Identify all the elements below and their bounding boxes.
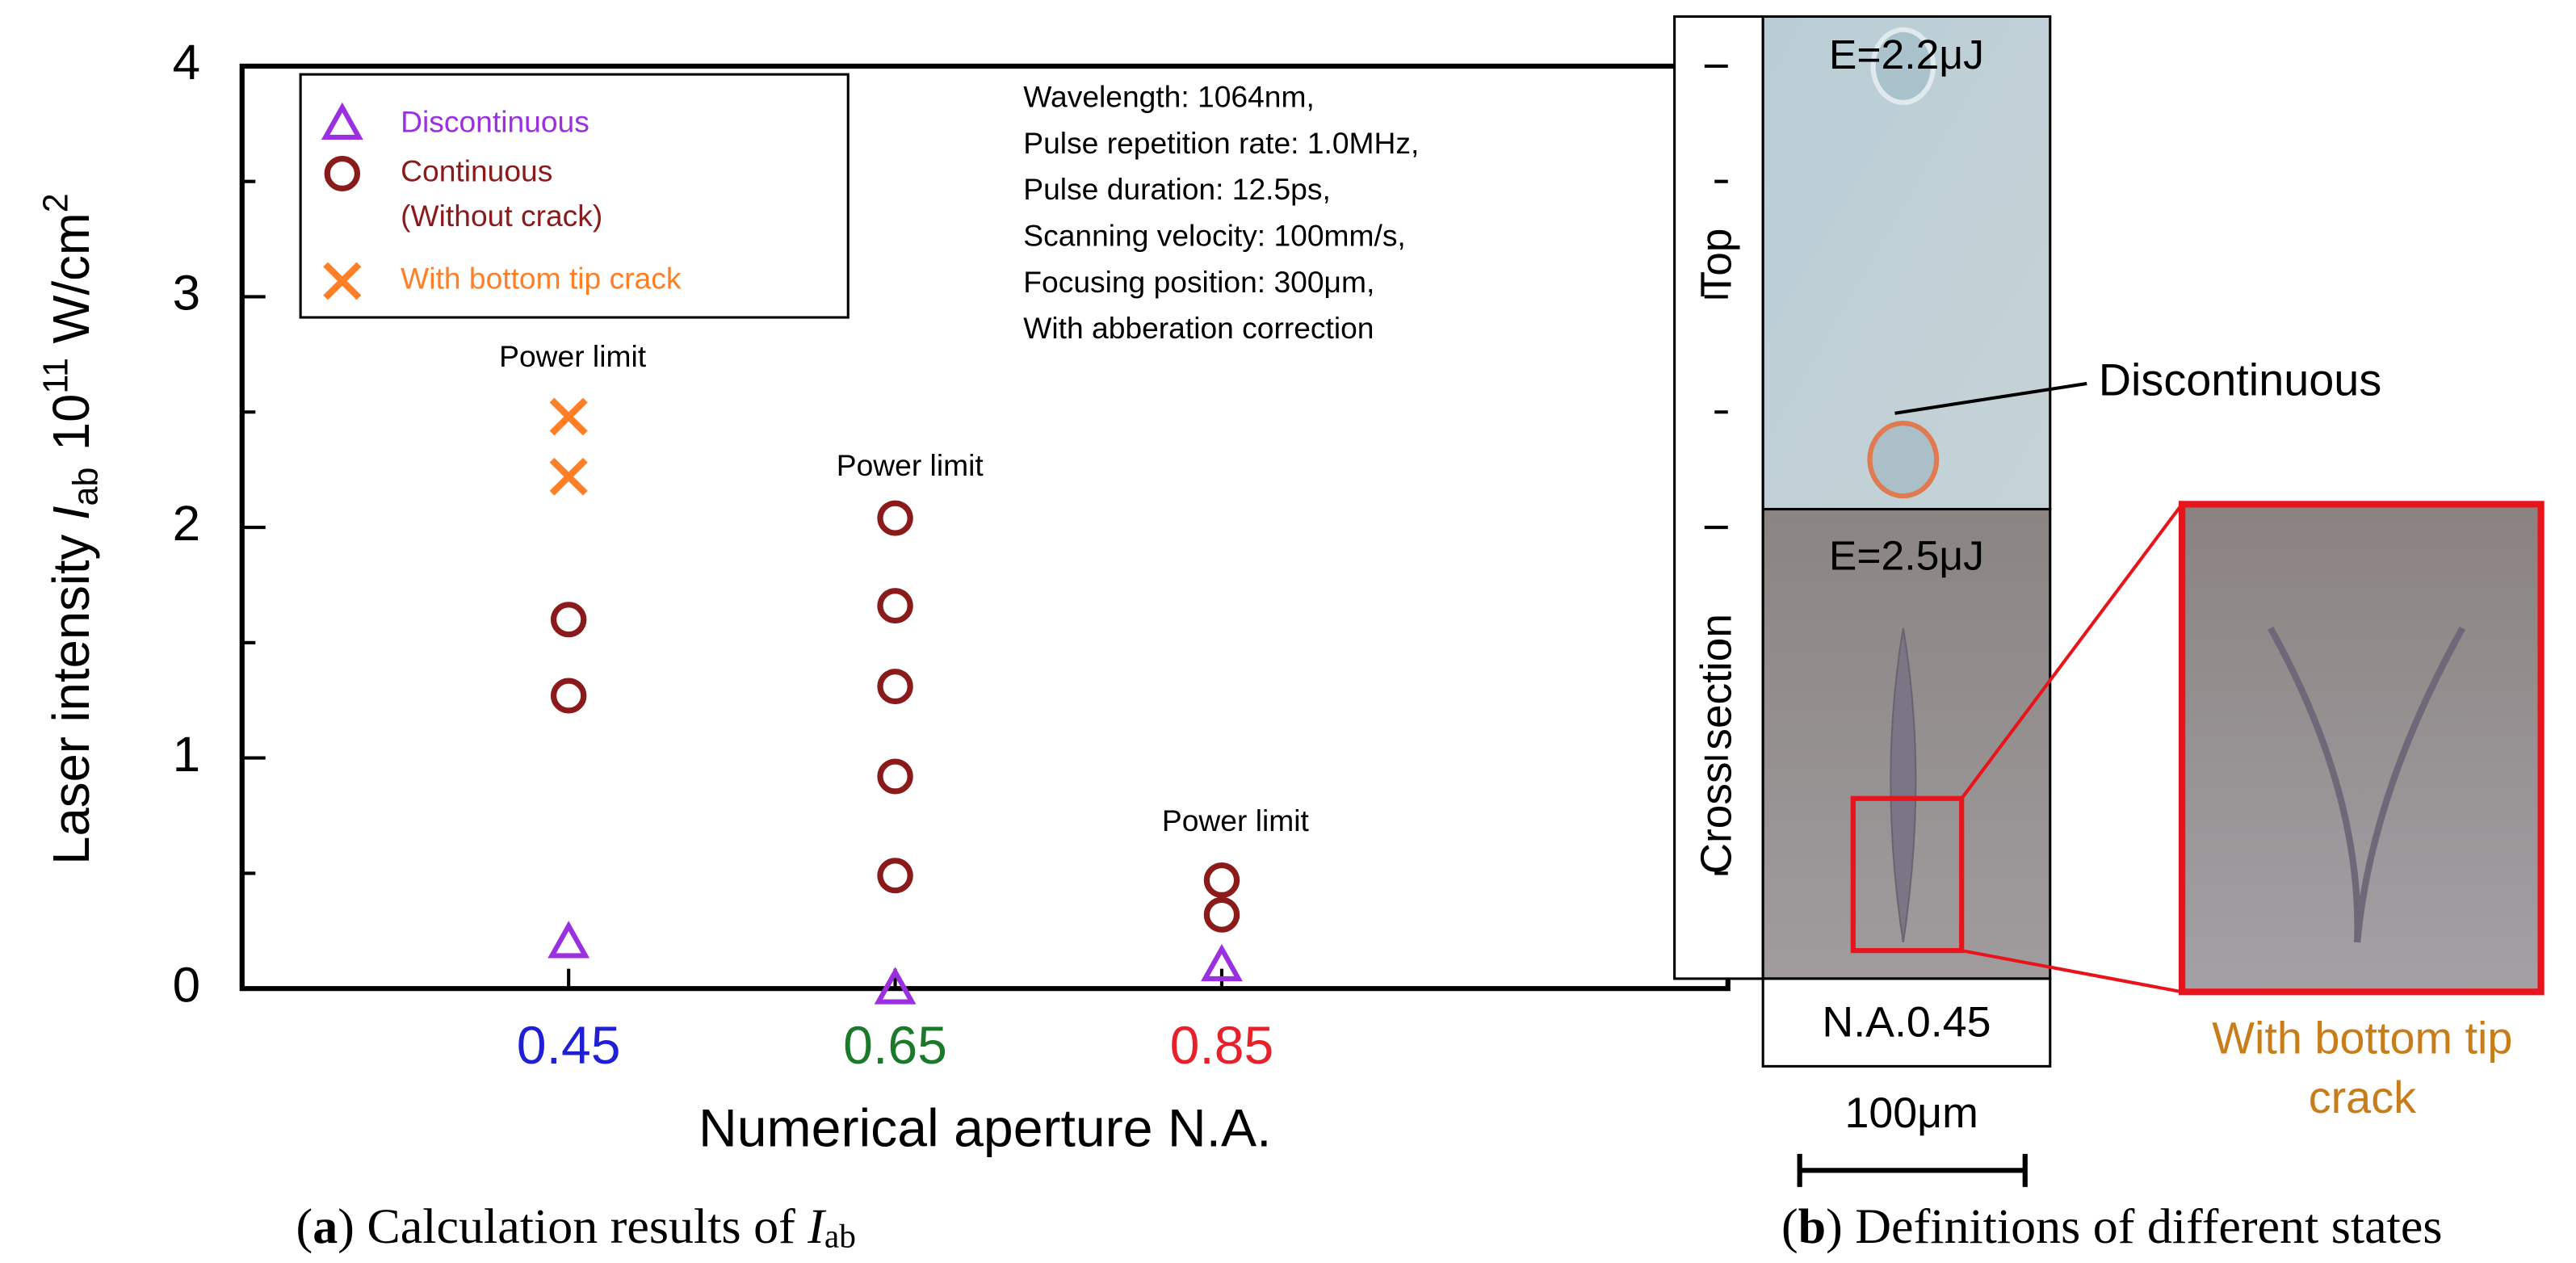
zoom-line — [1961, 949, 2183, 994]
crack-label: crack — [2309, 1072, 2417, 1122]
circle-marker — [877, 500, 913, 536]
triangle-marker — [548, 921, 590, 959]
circle-marker — [1203, 896, 1240, 933]
x-tick-label: 0.45 — [517, 1016, 621, 1076]
circle-marker — [1203, 862, 1240, 898]
legend-label: Continuous — [401, 154, 552, 188]
circle-marker — [877, 669, 913, 705]
crack-label: With bottom tip — [2212, 1013, 2512, 1064]
triangle-marker — [874, 967, 917, 1005]
crack-detail — [2268, 626, 2466, 943]
cross-marker — [323, 262, 362, 300]
annotation: Power limit — [1162, 804, 1310, 837]
legend-sublabel: (Without crack) — [401, 199, 602, 233]
scale-label: 100μm — [1844, 1089, 1978, 1137]
zoom-line — [1960, 503, 2184, 799]
legend-label: Discontinuous — [401, 104, 589, 138]
aperture-box — [1761, 977, 2052, 1068]
energy-label: E=2.5μJ — [1829, 532, 1984, 579]
zoom-box — [1850, 795, 1965, 954]
condition-text: Pulse duration: 12.5ps, — [1023, 172, 1331, 206]
energy-label: E=2.2μJ — [1829, 31, 1984, 78]
circle-marker — [550, 678, 587, 714]
cross-marker — [549, 457, 588, 496]
condition-text: Scanning velocity: 100mm/s, — [1023, 219, 1405, 253]
void — [1870, 27, 1936, 105]
y-axis-label: Laser intensity Iab1011 W/cm2 — [37, 193, 106, 865]
caption-b: (b) Definitions of different states — [1781, 1199, 2443, 1254]
legend-box — [299, 73, 850, 319]
y-tick-label: 3 — [173, 266, 200, 321]
circle-marker — [877, 858, 913, 894]
triangle-marker — [321, 102, 363, 140]
callout-label: Discontinuous — [2099, 355, 2382, 405]
y-tick-label: 2 — [173, 497, 200, 552]
annotation: Power limit — [837, 448, 984, 482]
condition-text: Focusing position: 300μm, — [1023, 265, 1374, 299]
x-tick-label: 0.65 — [843, 1016, 947, 1076]
y-tick-label: 0 — [173, 958, 200, 1013]
annotation: Power limit — [499, 339, 647, 373]
x-tick-label: 0.85 — [1170, 1016, 1274, 1076]
top-label: Top — [1693, 229, 1740, 298]
void — [1867, 420, 1940, 499]
x-axis-label: Numerical aperture N.A. — [699, 1098, 1272, 1158]
y-tick-label: 1 — [173, 727, 200, 783]
callout-line — [1894, 381, 2087, 415]
circle-marker — [877, 758, 913, 795]
label-column — [1673, 15, 1764, 980]
circle-marker — [324, 155, 361, 191]
crack-trace — [1890, 627, 1917, 943]
triangle-marker — [1201, 943, 1243, 982]
circle-marker — [550, 602, 587, 638]
condition-text: With abberation correction — [1023, 311, 1374, 345]
circle-marker — [877, 588, 913, 624]
legend-label: With bottom tip crack — [401, 262, 682, 296]
cross-marker — [549, 397, 588, 436]
condition-text: Pulse repetition rate: 1.0MHz, — [1023, 126, 1419, 160]
aperture-label: N.A.0.45 — [1822, 999, 1991, 1047]
caption-a: (a) Calculation results of Iab — [296, 1199, 856, 1254]
condition-text: Wavelength: 1064nm, — [1023, 80, 1314, 114]
section-label: Cross section — [1693, 614, 1740, 874]
y-tick-label: 4 — [173, 35, 200, 90]
